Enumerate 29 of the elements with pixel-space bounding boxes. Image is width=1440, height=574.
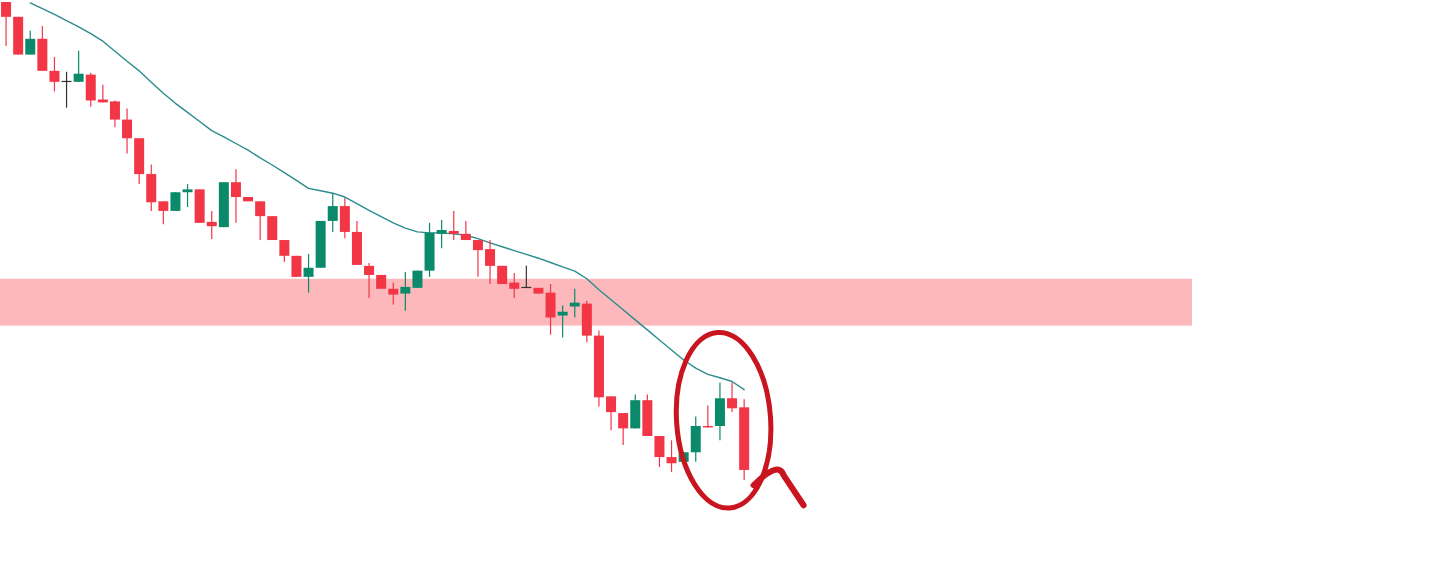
candlestick (182, 183, 193, 208)
candlestick (557, 304, 568, 339)
candlestick (109, 99, 120, 128)
candlestick (436, 219, 447, 249)
candlestick (158, 200, 169, 225)
candlestick (1, 1, 12, 47)
candlestick (122, 107, 133, 155)
candlestick (255, 200, 266, 241)
candlestick (303, 253, 314, 294)
candlestick (400, 271, 411, 312)
candlestick (73, 50, 84, 83)
candlestick (448, 210, 459, 241)
candlestick (49, 56, 60, 92)
candlestick (230, 168, 241, 224)
candlestick (25, 30, 36, 56)
candlestick (618, 412, 629, 446)
candlestick (509, 272, 520, 299)
candlestick (170, 191, 181, 212)
candlestick (727, 381, 738, 413)
candlestick (472, 239, 483, 278)
candlestick (388, 281, 399, 306)
candlestick (364, 262, 375, 299)
candlestick (485, 239, 496, 285)
candlestick (327, 192, 338, 233)
candlestick (666, 439, 677, 473)
candlestick (654, 435, 665, 468)
candlestick (279, 239, 290, 263)
candlestick (206, 210, 217, 240)
candlestick (606, 395, 617, 431)
